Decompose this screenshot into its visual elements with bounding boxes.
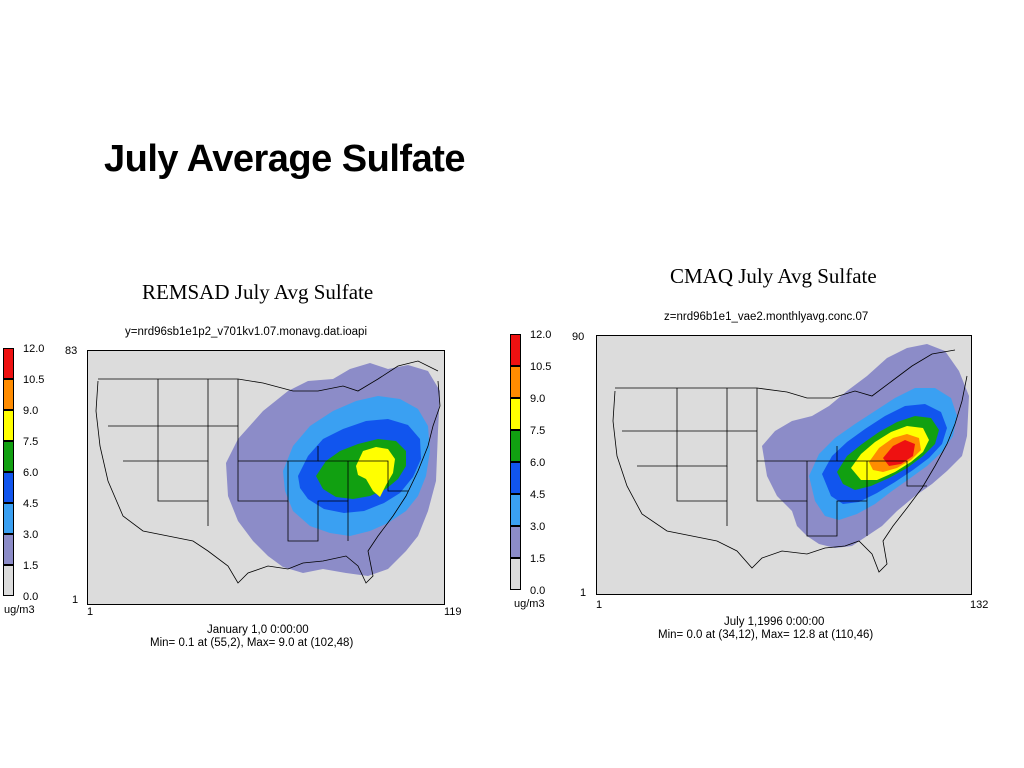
legend-label: 7.5 xyxy=(23,436,39,448)
legend-label: 12.0 xyxy=(23,343,45,355)
legend-swatch-6 xyxy=(3,472,14,503)
legend-label: 1.5 xyxy=(23,560,39,572)
cmaq-footer-minmax: Min= 0.0 at (34,12), Max= 12.8 at (110,4… xyxy=(658,629,874,641)
legend-swatch-4-5 xyxy=(510,494,521,526)
remsad-file-label: y=nrd96sb1e1p2_v701kv1.07.monavg.dat.ioa… xyxy=(125,326,367,338)
legend-label: 1.5 xyxy=(530,553,546,565)
legend-swatch-12 xyxy=(3,348,14,379)
legend-label: 0.0 xyxy=(23,591,39,603)
legend-swatch-3 xyxy=(510,526,521,558)
legend-label: 9.0 xyxy=(530,393,546,405)
legend-swatch-10-5 xyxy=(510,366,521,398)
cmaq-y-min: 1 xyxy=(580,587,587,599)
remsad-footer-date: January 1,0 0:00:00 xyxy=(207,624,309,636)
remsad-x-max: 119 xyxy=(444,606,462,618)
legend-swatch-1-5 xyxy=(510,558,521,590)
slide-title: July Average Sulfate xyxy=(104,138,466,180)
legend-swatch-9 xyxy=(3,410,14,441)
us-outline xyxy=(612,375,968,573)
cmaq-map-graphic xyxy=(597,336,971,594)
cmaq-units-label: ug/m3 xyxy=(514,598,545,610)
remsad-color-legend xyxy=(3,348,14,596)
legend-label: 12.0 xyxy=(530,329,552,341)
legend-swatch-4-5 xyxy=(3,503,14,534)
legend-label: 9.0 xyxy=(23,405,39,417)
legend-label: 6.0 xyxy=(23,467,39,479)
cmaq-x-min: 1 xyxy=(596,599,603,611)
cmaq-panel-title: CMAQ July Avg Sulfate xyxy=(670,264,877,288)
contour-10-5 xyxy=(883,440,915,466)
legend-swatch-7-5 xyxy=(3,441,14,472)
legend-swatch-7-5 xyxy=(510,430,521,462)
legend-label: 10.5 xyxy=(530,361,552,373)
remsad-sulfate-map xyxy=(87,350,445,605)
legend-label: 10.5 xyxy=(23,374,45,386)
legend-swatch-3 xyxy=(3,534,14,565)
remsad-units-label: ug/m3 xyxy=(4,604,35,616)
remsad-y-min: 1 xyxy=(72,594,79,606)
cmaq-footer-date: July 1,1996 0:00:00 xyxy=(724,616,825,628)
legend-label: 6.0 xyxy=(530,457,546,469)
legend-swatch-6 xyxy=(510,462,521,494)
legend-label: 4.5 xyxy=(23,498,39,510)
contour-7-5 xyxy=(356,447,395,497)
map-outlines xyxy=(612,349,968,573)
legend-label: 0.0 xyxy=(530,585,546,597)
cmaq-file-label: z=nrd96b1e1_vae2.monthlyavg.conc.07 xyxy=(664,311,869,323)
remsad-panel-title: REMSAD July Avg Sulfate xyxy=(142,280,374,304)
legend-label: 3.0 xyxy=(530,521,546,533)
remsad-y-max: 83 xyxy=(65,345,78,357)
cmaq-color-legend xyxy=(510,334,521,590)
legend-label: 7.5 xyxy=(530,425,546,437)
legend-swatch-9 xyxy=(510,398,521,430)
legend-label: 4.5 xyxy=(530,489,546,501)
legend-swatch-10-5 xyxy=(3,379,14,410)
legend-swatch-12 xyxy=(510,334,521,366)
remsad-x-min: 1 xyxy=(87,606,94,618)
cmaq-x-max: 132 xyxy=(970,599,989,611)
cmaq-sulfate-map xyxy=(596,335,972,595)
us-outline xyxy=(95,380,441,584)
legend-swatch-1-5 xyxy=(3,565,14,596)
legend-label: 3.0 xyxy=(23,529,39,541)
map-outlines xyxy=(95,360,441,584)
cmaq-y-max: 90 xyxy=(572,331,585,343)
remsad-footer-minmax: Min= 0.1 at (55,2), Max= 9.0 at (102,48) xyxy=(150,637,354,649)
remsad-map-graphic xyxy=(88,351,444,604)
